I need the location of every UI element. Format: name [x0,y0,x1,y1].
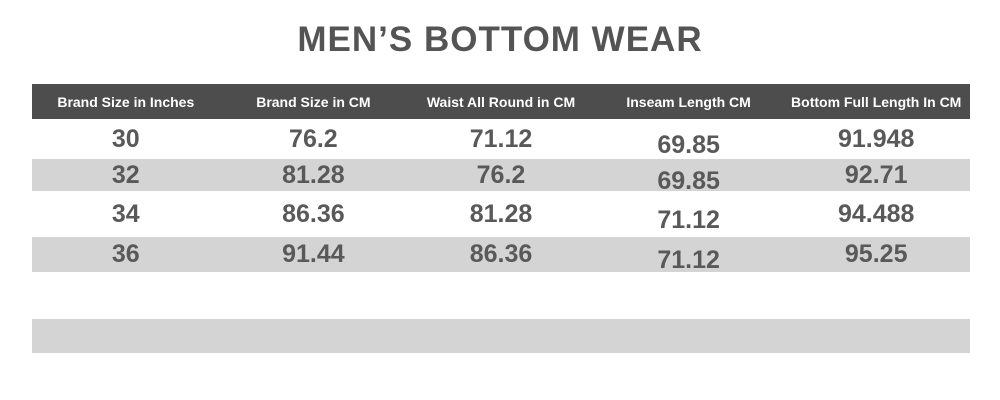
empty-gray-row [32,319,970,353]
table-cell: 69.85 [657,130,720,159]
table-cell: 32 [111,160,140,189]
table-row: 30 76.2 71.12 69.85 91.948 [32,119,970,159]
page-title: MEN’S BOTTOM WEAR [297,20,703,59]
table-cell: 94.488 [837,199,915,228]
table-cell: 30 [111,124,140,153]
table-cell: 81.28 [282,160,345,189]
header-cell-brand-size-inches: Brand Size in Inches [57,93,195,110]
table-row: 32 81.28 76.2 69.85 92.71 [32,159,970,195]
table-cell: 86.36 [282,199,345,228]
table-cell: 69.85 [657,166,720,195]
table-cell: 36 [111,240,140,268]
header-cell-brand-size-cm: Brand Size in CM [256,93,371,110]
size-table: Brand Size in Inches Brand Size in CM Wa… [32,84,970,353]
table-cell: 76.2 [476,160,526,189]
table-cell: 92.71 [844,160,908,189]
header-cell-inseam-length: Inseam Length CM [626,93,751,110]
table-cell: 95.25 [844,240,908,268]
table-cell: 86.36 [469,240,533,268]
header-cell-bottom-full-length: Bottom Full Length In CM [791,93,962,110]
table-cell: 76.2 [289,124,338,153]
table-row-spacer [32,272,970,319]
table-cell: 91.948 [837,124,915,153]
table-cell: 71.12 [469,124,533,153]
header-cell-waist-all-round: Waist All Round in CM [426,93,576,110]
table-header-row: Brand Size in Inches Brand Size in CM Wa… [32,84,970,119]
table-row: 36 91.44 86.36 71.12 95.25 [32,237,970,274]
table-cell: 91.44 [282,240,345,268]
table-cell: 71.12 [657,246,720,274]
table-cell: 81.28 [469,199,533,228]
table-row: 34 86.36 81.28 71.12 94.488 [32,191,970,237]
table-cell: 71.12 [657,205,720,234]
table-cell: 34 [111,199,140,228]
